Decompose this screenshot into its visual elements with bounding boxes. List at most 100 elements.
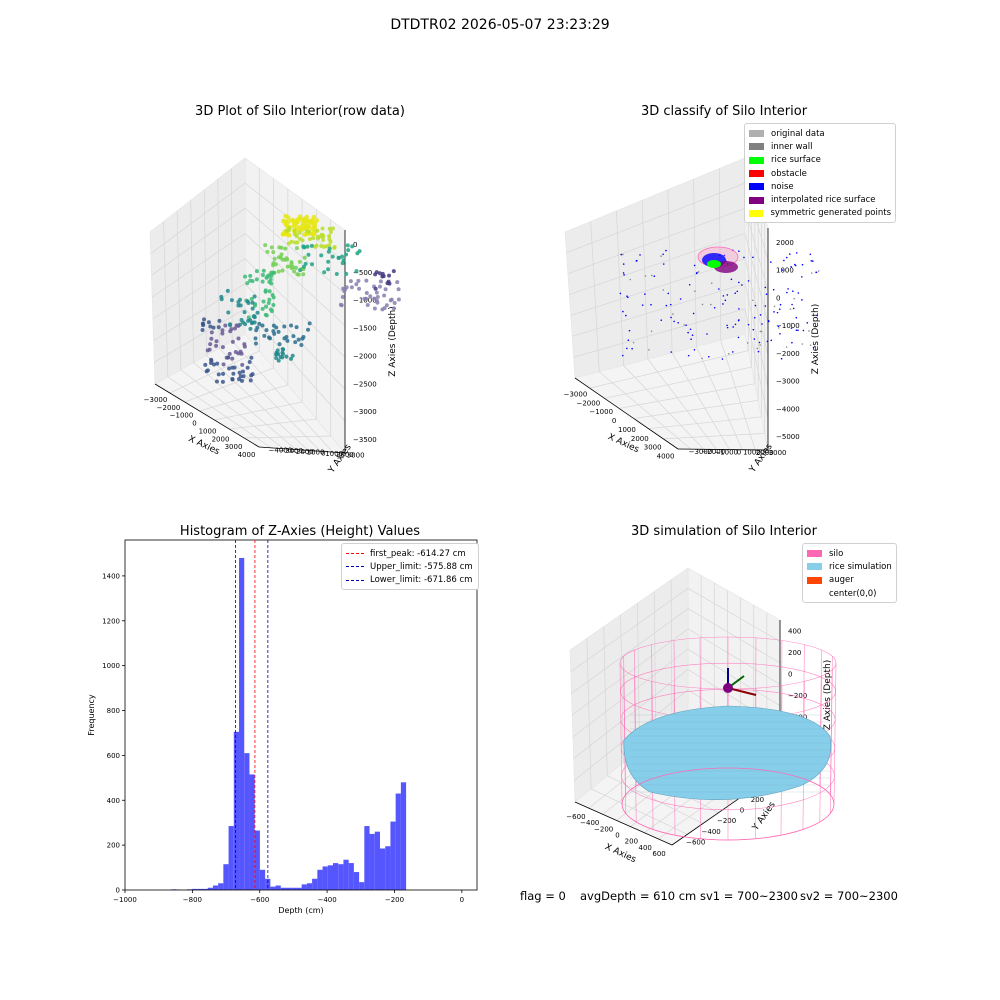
- noise-point: [706, 333, 708, 335]
- z-axis-title: Z Axies (Depth): [388, 306, 398, 377]
- x-tick-label: −600: [566, 813, 585, 821]
- noise-point: [685, 324, 687, 326]
- raw-point: [307, 237, 312, 242]
- noise-point: [722, 303, 724, 305]
- histogram-bar: [312, 878, 318, 890]
- raw-point: [254, 328, 259, 333]
- noise-point: [754, 304, 757, 307]
- noise-point: [770, 261, 772, 263]
- raw-point: [334, 271, 339, 276]
- noise-point: [619, 292, 622, 295]
- legend-item: inner wall: [749, 140, 891, 153]
- z-axis-title: Z Axies (Depth): [811, 304, 821, 375]
- noise-point: [747, 323, 750, 326]
- noise-point: [791, 341, 793, 344]
- legend-item: symmetric generated points: [749, 207, 891, 220]
- raw-point: [311, 214, 317, 220]
- x-tick-label: 400: [639, 844, 652, 852]
- gridline: [641, 200, 717, 450]
- legend-label: silo: [829, 548, 844, 559]
- raw-point: [284, 232, 290, 237]
- legend-swatch: [749, 170, 764, 178]
- gridline: [648, 208, 762, 430]
- raw-point: [310, 262, 315, 267]
- raw-point: [270, 293, 275, 298]
- plot-frame: [124, 539, 478, 891]
- gridline: [603, 626, 704, 824]
- raw-point: [217, 318, 222, 323]
- raw-point: [389, 297, 394, 302]
- noise-point: [815, 271, 818, 274]
- noise-point: [737, 336, 740, 339]
- y-tick-label: 200: [107, 842, 120, 850]
- raw-point: [315, 228, 320, 233]
- raw-point: [242, 310, 247, 315]
- noise-point: [793, 297, 795, 300]
- raw-point: [219, 297, 224, 302]
- raw-point: [268, 307, 273, 312]
- gridline: [176, 210, 284, 449]
- noise-point: [632, 341, 635, 344]
- gridline: [154, 308, 346, 422]
- histogram-bar: [291, 887, 297, 890]
- y-tick-label: 2000: [756, 449, 774, 457]
- raw-point: [292, 228, 297, 233]
- raw-point: [252, 320, 257, 325]
- raw-point: [274, 325, 279, 330]
- raw-point: [209, 357, 214, 362]
- y-tick-label: −1000: [301, 449, 325, 457]
- gridline: [663, 218, 766, 440]
- gridline: [573, 308, 769, 419]
- raw-point: [216, 372, 221, 377]
- z-tick-label: −200: [788, 692, 807, 700]
- noise-point: [776, 311, 779, 314]
- raw-point: [289, 218, 295, 223]
- raw-point: [382, 293, 387, 298]
- raw-point: [297, 230, 302, 235]
- raw-point: [340, 261, 345, 266]
- noise-point: [810, 272, 813, 274]
- raw-point: [356, 278, 361, 283]
- noise-point: [779, 333, 781, 335]
- classify-3d-plot: −3000−2000−100001000200030004000−3000−20…: [564, 157, 821, 475]
- x-axis-line: [574, 377, 679, 450]
- raw-point: [301, 264, 306, 269]
- raw-point: [296, 337, 301, 342]
- raw-point: [327, 226, 332, 231]
- noise-point: [794, 264, 797, 267]
- raw-point: [246, 300, 251, 305]
- raw-point: [243, 322, 248, 327]
- noise-point: [797, 329, 799, 332]
- raw-point: [307, 321, 312, 326]
- x-tick-label: −1000: [589, 408, 613, 416]
- noise-point: [724, 299, 727, 302]
- legend-label: inner wall: [771, 141, 813, 152]
- z-tick-label: −1500: [353, 325, 377, 333]
- legend-item: obstacle: [749, 167, 891, 180]
- noise-point: [802, 329, 805, 332]
- z-axis-title: Z Axies (Depth): [823, 660, 833, 731]
- raw-point: [226, 310, 231, 315]
- raw-point: [377, 284, 382, 289]
- noise-point: [679, 298, 682, 300]
- raw-point: [302, 255, 307, 260]
- raw-point: [384, 303, 389, 308]
- histogram-bar: [280, 887, 287, 890]
- noise-point: [777, 325, 780, 328]
- raw-point: [252, 294, 257, 299]
- histogram-bar: [275, 885, 281, 890]
- raw-point: [362, 296, 367, 301]
- raw-point: [315, 234, 320, 239]
- noise-point: [795, 316, 798, 319]
- raw-point: [211, 325, 216, 330]
- raw-point: [200, 321, 205, 326]
- x-tick-label: −200: [594, 825, 613, 833]
- noise-point: [764, 305, 767, 307]
- y-tick-label: 3000: [347, 452, 365, 460]
- noise-point: [738, 308, 740, 310]
- raw-point: [236, 336, 241, 341]
- raw-point: [243, 274, 248, 279]
- raw-point: [264, 275, 269, 280]
- noise-point: [759, 344, 762, 346]
- raw-point: [297, 214, 303, 219]
